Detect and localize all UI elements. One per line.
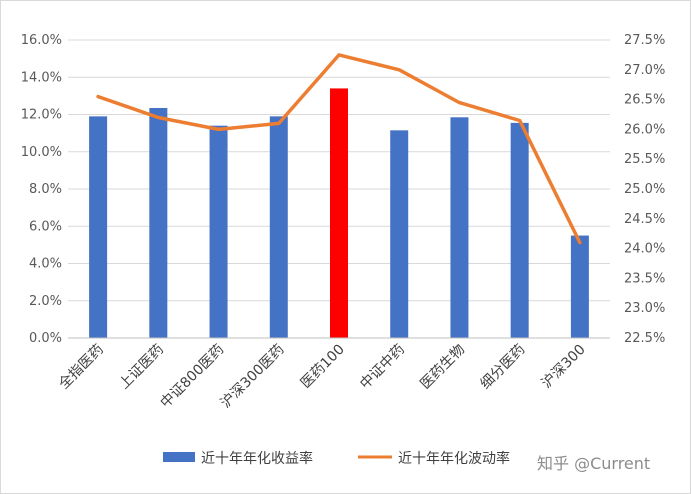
line-point [397, 68, 401, 72]
y-right-tick-label: 25.5% [624, 152, 665, 167]
y-right-tick-label: 26.0% [624, 122, 665, 137]
y-left-tick-label: 2.0% [29, 294, 62, 309]
y-right-tick-label: 23.0% [624, 301, 665, 316]
line-point [217, 127, 221, 131]
y-left-tick-label: 8.0% [29, 182, 62, 197]
y-left-tick-label: 12.0% [21, 108, 62, 123]
y-right-tick-label: 26.5% [624, 93, 665, 108]
line-point [96, 95, 100, 99]
legend-bar-label: 近十年年化收益率 [201, 450, 313, 467]
line-point [457, 101, 461, 105]
y-axis-right: 22.5% 23.0% 23.5% 24.0% 24.5% 25.0% 25.5% 26.0%… [624, 33, 665, 346]
legend: 近十年年化收益率 近十年年化波动率 [163, 450, 510, 467]
y-right-tick-label: 22.5% [624, 331, 665, 346]
y-left-tick-label: 0.0% [29, 331, 62, 346]
y-left-tick-label: 16.0% [21, 33, 62, 48]
bar [89, 116, 108, 338]
bar [390, 130, 409, 338]
watermark: 知乎 @Current [537, 454, 650, 473]
bar [209, 125, 228, 338]
bar [450, 117, 469, 338]
y-right-tick-label: 27.0% [624, 63, 665, 78]
line-point [337, 53, 341, 57]
legend-line-label: 近十年年化波动率 [398, 450, 510, 467]
line-point [518, 118, 522, 122]
line-point [578, 241, 582, 245]
y-axis-left: 0.0% 2.0% 4.0% 6.0% 8.0% 10.0% 12.0% 14.0% 16.0% [21, 33, 62, 346]
line-series [96, 53, 582, 245]
bar [570, 235, 589, 338]
bar [510, 122, 529, 338]
y-left-tick-label: 10.0% [21, 145, 62, 160]
y-left-tick-label: 6.0% [29, 219, 62, 234]
y-right-tick-label: 24.5% [624, 212, 665, 227]
y-left-tick-label: 4.0% [29, 257, 62, 272]
line-point [156, 115, 160, 119]
y-right-tick-label: 23.5% [624, 271, 665, 286]
legend-bar-swatch [163, 452, 195, 462]
bar-series [89, 88, 589, 338]
y-right-tick-label: 24.0% [624, 242, 665, 257]
bar [149, 107, 168, 338]
bar [269, 116, 288, 338]
y-right-tick-label: 25.0% [624, 182, 665, 197]
y-right-tick-label: 27.5% [624, 33, 665, 48]
line-point [277, 121, 281, 125]
y-left-tick-label: 14.0% [21, 70, 62, 85]
bar-highlighted [330, 88, 348, 338]
